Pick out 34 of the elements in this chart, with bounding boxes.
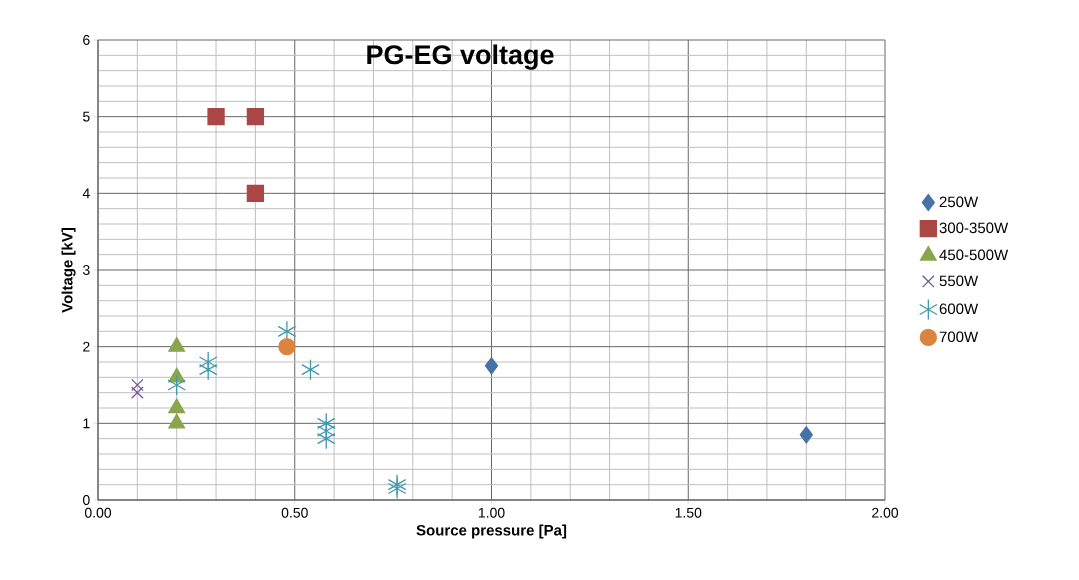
x-tick-label: 1.50: [675, 507, 702, 518]
point: [131, 386, 144, 399]
legend-label: 300-350W: [939, 222, 1009, 234]
x-tick-label: 1.00: [478, 507, 505, 518]
point: [484, 357, 499, 375]
point: [246, 184, 265, 202]
y-tick-label: 1: [83, 418, 90, 429]
point: [131, 378, 144, 392]
legend-label: 600W: [939, 303, 979, 315]
legend-label: 250W: [939, 196, 979, 208]
point: [246, 108, 265, 126]
point: [167, 374, 187, 396]
legend-label: 550W: [939, 275, 979, 287]
y-axis-title: Voltage [kV]: [61, 228, 76, 313]
point: [168, 398, 186, 414]
point: [198, 351, 218, 373]
x-tick-label: 0.50: [281, 507, 308, 518]
legend-label: 450-500W: [939, 249, 1009, 261]
point: [799, 426, 813, 444]
y-tick-label: 5: [83, 111, 90, 122]
point: [301, 359, 320, 381]
chart-title: PG-EG voltage: [367, 44, 554, 70]
x-axis-title: Source pressure [Pa]: [416, 524, 567, 539]
point: [316, 428, 336, 450]
point: [207, 108, 225, 126]
legend-label: 700W: [939, 331, 979, 343]
y-tick-label: 0: [82, 495, 90, 505]
y-tick-label: 6: [83, 35, 90, 45]
x-tick-label: 0.00: [84, 507, 112, 518]
point: [278, 338, 296, 356]
x-tick-label: 2.00: [872, 507, 899, 518]
y-tick-label: 2: [83, 341, 90, 352]
y-tick-label: 4: [82, 188, 90, 199]
y-tick-label: 3: [82, 265, 90, 275]
